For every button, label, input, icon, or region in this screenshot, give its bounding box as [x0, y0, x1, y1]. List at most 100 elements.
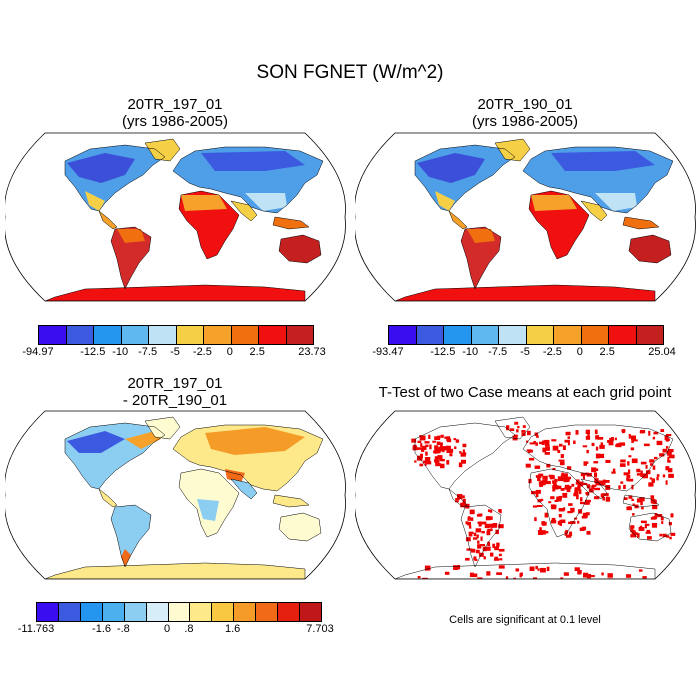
significant-cell	[661, 521, 664, 524]
map-panel-3	[5, 410, 346, 580]
significant-cell	[670, 513, 674, 518]
colorbar-1-swatch	[204, 326, 232, 344]
significant-cell	[440, 463, 445, 469]
significant-cell	[509, 428, 515, 431]
significant-cell	[498, 524, 504, 529]
significant-cell	[586, 449, 589, 454]
significant-cell	[535, 489, 541, 494]
significant-cell	[535, 493, 539, 498]
colorbar-2-label: 0	[576, 346, 583, 358]
significant-cell	[590, 575, 595, 578]
significant-cell	[582, 482, 588, 485]
colorbar-3-swatch	[190, 603, 213, 621]
significant-cell	[531, 491, 536, 495]
significant-cell	[459, 451, 462, 454]
significant-cell	[411, 438, 417, 443]
significant-cell	[529, 566, 535, 571]
significant-cell	[488, 523, 494, 527]
significant-cell	[467, 521, 471, 526]
significant-cell	[574, 490, 579, 494]
significant-cell	[586, 485, 591, 489]
significant-cell	[623, 484, 626, 490]
significant-cell	[533, 441, 536, 444]
significant-cell	[562, 445, 566, 450]
significant-cell	[593, 461, 599, 464]
significant-cell	[477, 540, 480, 544]
significant-cell	[462, 498, 466, 504]
significant-cell	[576, 479, 580, 483]
significant-cell	[486, 571, 491, 576]
significant-cell	[533, 577, 538, 579]
colorbar-3	[36, 602, 322, 622]
significant-cell	[574, 487, 577, 491]
significant-cell	[567, 436, 570, 439]
significant-cell	[668, 522, 672, 526]
panel-3-title-line2: - 20TR_190_01	[122, 392, 228, 409]
colorbar-3-labels: -11.763 -1.6 -.8 0 .8 1.6 7.703	[0, 623, 350, 637]
significant-cell	[487, 516, 493, 520]
significant-cell	[566, 488, 571, 493]
significant-cell	[559, 519, 563, 523]
significant-cell	[525, 463, 531, 468]
significant-cell	[591, 484, 597, 487]
colorbar-1-swatch	[66, 326, 94, 344]
significant-cell	[437, 447, 444, 452]
significant-cell	[667, 460, 671, 463]
significant-cell	[640, 520, 647, 524]
significant-cell	[484, 523, 490, 529]
significant-cell	[455, 500, 459, 503]
significant-cell	[470, 517, 474, 521]
significant-cell	[417, 576, 421, 579]
significant-cell	[576, 494, 579, 500]
colorbar-3-label: 0	[164, 623, 171, 635]
significant-cell	[652, 504, 658, 510]
significant-cell	[567, 476, 572, 480]
significant-cell	[562, 492, 568, 498]
significant-cell	[595, 446, 599, 451]
significant-cell	[506, 425, 510, 431]
significant-cell	[424, 462, 427, 466]
significant-cell	[642, 576, 647, 579]
significant-cell	[563, 507, 566, 511]
colorbar-2-label: -93.47	[372, 346, 404, 358]
significant-cell	[424, 457, 431, 462]
significant-cell	[630, 435, 636, 440]
significant-cell	[561, 476, 567, 480]
colorbar-3-label: 1.6	[224, 623, 241, 635]
significant-cell	[422, 577, 428, 579]
significant-cell	[495, 529, 499, 535]
main-title: SON FGNET (W/m^2)	[256, 62, 444, 83]
significant-cell	[653, 431, 659, 435]
significant-cell	[652, 436, 656, 440]
significant-cell	[648, 482, 654, 487]
significant-cell	[424, 565, 431, 571]
significant-cell	[665, 480, 668, 485]
significant-cell	[639, 525, 643, 529]
significance-note: Cells are significant at 0.1 level	[449, 614, 601, 626]
significant-cell	[440, 443, 443, 449]
significant-cell	[521, 432, 526, 436]
significant-cell	[426, 461, 432, 465]
panel-1-title-line2: (yrs 1986-2005)	[122, 113, 228, 130]
colorbar-1	[38, 325, 314, 345]
significant-cell	[554, 499, 558, 502]
significant-cell	[460, 502, 466, 508]
colorbar-2-label: -5	[520, 346, 530, 358]
significant-cell	[602, 479, 606, 484]
colorbar-3-swatch	[37, 603, 59, 621]
significant-cell	[600, 442, 603, 447]
colorbar-1-swatch	[176, 326, 204, 344]
colorbar-1-label: -10	[112, 346, 129, 358]
panel-4-title: T-Test of two Case means at each grid po…	[378, 384, 672, 401]
significant-cell	[432, 440, 436, 443]
significant-cell	[498, 565, 505, 569]
significant-cell	[469, 572, 474, 577]
significant-cell	[640, 461, 647, 465]
panel-1-title: 20TR_197_01 (yrs 1986-2005)	[5, 96, 345, 130]
significant-cell	[513, 577, 516, 579]
significant-cell	[421, 445, 427, 450]
significant-cell	[599, 444, 605, 449]
significant-cell	[648, 430, 651, 436]
significant-cell	[499, 558, 503, 561]
colorbar-2-swatch	[609, 326, 637, 344]
